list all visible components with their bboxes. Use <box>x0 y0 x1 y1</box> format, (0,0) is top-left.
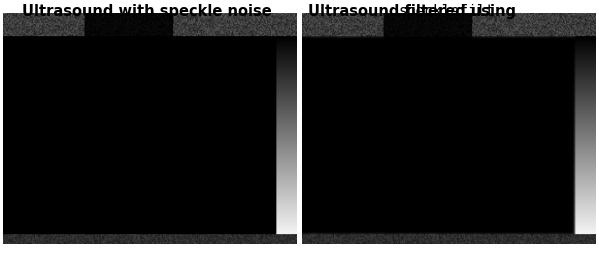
Text: Ultrasound with speckle noise: Ultrasound with speckle noise <box>22 4 271 19</box>
Text: Ultrasound filtered using: Ultrasound filtered using <box>308 4 522 19</box>
Text: specklefilt: specklefilt <box>399 4 495 19</box>
